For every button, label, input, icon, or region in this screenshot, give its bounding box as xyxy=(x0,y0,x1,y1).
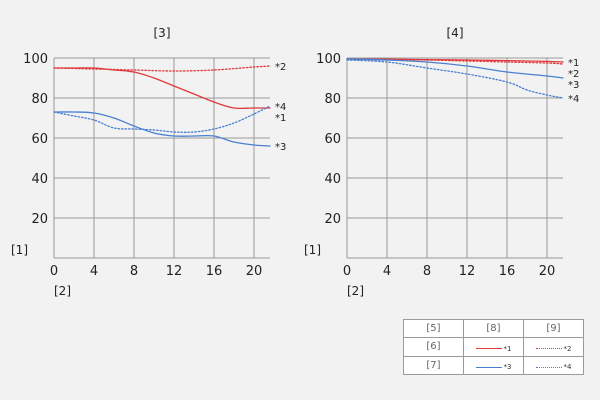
legend-line-blue-solid xyxy=(475,366,502,368)
legend-series-num: *4 xyxy=(563,363,572,372)
legend-row-2-sample-1: *3 xyxy=(463,355,524,376)
legend-line-blue-dotted xyxy=(535,366,562,368)
series-line-s4 xyxy=(346,59,564,99)
legend-row-1-sample-2: *2 xyxy=(523,337,584,357)
legend-table: [5] [8] [9] [6] *1 *2 [7] *3 xyxy=(403,318,584,376)
series-end-label: *3 xyxy=(568,80,579,91)
series-line-s1 xyxy=(53,67,271,110)
legend-row-1-sample-1: *1 xyxy=(463,337,524,357)
legend-line-red-solid xyxy=(475,348,502,350)
x-tick-label: 0 xyxy=(50,264,58,279)
y-tick-label: 100 xyxy=(23,52,48,67)
x-tick-label: 16 xyxy=(499,264,516,279)
y-axis-label: [1] xyxy=(304,243,321,257)
series-end-label: *3 xyxy=(275,142,286,153)
x-tick-label: 0 xyxy=(343,264,351,279)
legend-row-2-label: [7] xyxy=(403,355,464,376)
x-tick-label: 4 xyxy=(90,264,98,279)
x-tick-label: 8 xyxy=(130,264,138,279)
series-end-label: *1 xyxy=(275,113,286,124)
legend-row-2: [7] *3 *4 xyxy=(403,355,584,376)
series-end-label: *2 xyxy=(568,69,579,80)
series-end-label: *4 xyxy=(568,94,579,105)
x-tick-label: 20 xyxy=(246,264,263,279)
legend-header-row: [5] [8] [9] xyxy=(403,318,584,339)
series-line-s4 xyxy=(53,105,271,133)
legend-header-col1: [8] xyxy=(463,318,524,339)
series-end-label: *4 xyxy=(275,102,286,113)
x-axis-label: [2] xyxy=(347,284,364,298)
x-tick-label: 4 xyxy=(383,264,391,279)
series-line-s3 xyxy=(346,58,564,79)
legend-row-1-label: [6] xyxy=(403,337,464,357)
x-tick-label: 16 xyxy=(206,264,223,279)
y-tick-label: 100 xyxy=(316,52,341,67)
series-line-s2 xyxy=(53,65,271,72)
y-tick-label: 40 xyxy=(324,172,341,187)
chart-title: [4] xyxy=(447,26,464,40)
series-end-label: *2 xyxy=(275,62,286,73)
y-tick-label: 20 xyxy=(324,212,341,227)
y-tick-label: 80 xyxy=(324,92,341,107)
legend-row-1: [6] *1 *2 xyxy=(403,337,584,357)
y-tick-label: 80 xyxy=(31,92,48,107)
chart-title: [3] xyxy=(154,26,171,40)
x-axis-label: [2] xyxy=(54,284,71,298)
y-tick-label: 40 xyxy=(31,172,48,187)
y-tick-label: 20 xyxy=(31,212,48,227)
y-axis-label: [1] xyxy=(11,243,28,257)
legend-header-col2: [9] xyxy=(523,318,584,339)
legend-series-num: *2 xyxy=(563,344,572,353)
legend-series-num: *1 xyxy=(503,344,512,353)
legend-header-corner: [5] xyxy=(403,318,464,339)
series-line-s3 xyxy=(53,111,271,147)
y-tick-label: 60 xyxy=(324,132,341,147)
x-tick-label: 20 xyxy=(539,264,556,279)
legend-row-2-sample-2: *4 xyxy=(523,355,584,376)
legend-line-red-dotted xyxy=(535,348,562,350)
x-tick-label: 8 xyxy=(423,264,431,279)
chart-panel-2: 20 40 60 80 100 0 4 8 12 16 20 [4] [1] [2] *1*2*3 *4 xyxy=(304,26,579,298)
x-tick-label: 12 xyxy=(166,264,183,279)
chart-panel-1: 20 40 60 80 100 0 4 8 12 16 20 [3] [1] [2] *2 *4*1 *3 xyxy=(11,26,286,298)
x-tick-label: 12 xyxy=(459,264,476,279)
y-tick-label: 60 xyxy=(31,132,48,147)
legend-series-num: *3 xyxy=(503,363,512,372)
series-end-label: *1 xyxy=(568,58,579,69)
